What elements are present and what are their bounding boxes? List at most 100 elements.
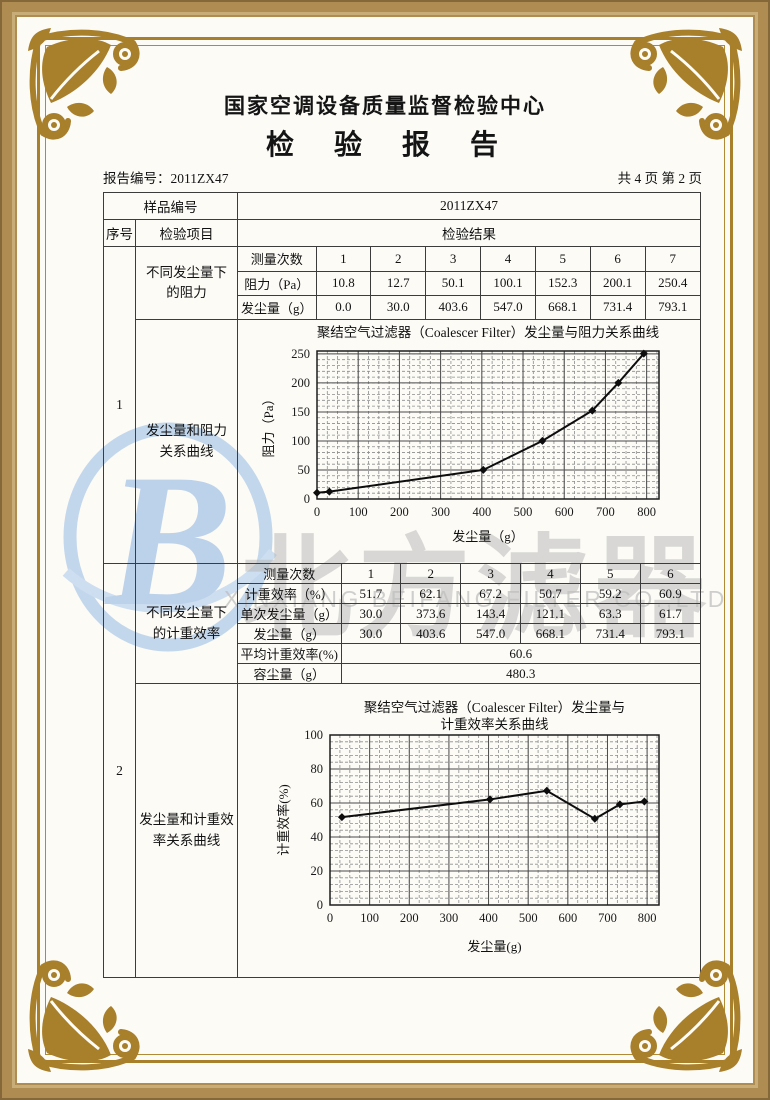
svg-text:发尘量（g）: 发尘量（g） [452, 529, 524, 544]
svg-text:0: 0 [327, 911, 333, 925]
section1-item-b-cell: 发尘量和阻力 关系曲线 [135, 319, 238, 564]
svg-text:100: 100 [291, 434, 310, 448]
table-row: 测量次数 1 2 3 4 5 6 7 [238, 247, 700, 271]
svg-text:400: 400 [472, 505, 491, 519]
cell: 668.1 [519, 623, 581, 644]
avg-efficiency-value: 60.6 [340, 643, 700, 664]
svg-text:40: 40 [311, 830, 324, 844]
svg-text:0: 0 [304, 492, 310, 506]
cell: 250.4 [644, 270, 700, 295]
table-row: 平均计重效率(%) 60.6 [238, 643, 700, 664]
cell: 668.1 [534, 294, 591, 319]
section1-chart-cell: 0 100 200 300 400 500 600 700 800 0 50 100 150 200 250… [237, 319, 701, 564]
section2-item-a-cell: 不同发尘量下 的计重效率 [135, 563, 238, 684]
svg-text:700: 700 [596, 505, 615, 519]
cell: 51.7 [340, 583, 401, 604]
sample-row: 样品编号 2011ZX47 [103, 192, 701, 220]
row-label: 发尘量（g） [238, 294, 316, 319]
cell: 547.0 [480, 294, 536, 319]
svg-text:800: 800 [637, 505, 656, 519]
svg-text:250: 250 [291, 347, 310, 361]
efficiency-chart: 0 100 200 300 400 500 600 700 800 0 20 40 60 80 100 聚结空… [239, 699, 700, 965]
svg-text:80: 80 [311, 762, 324, 776]
svg-text:100: 100 [349, 505, 368, 519]
column-header-row: 序号 检验项目 检验结果 [103, 219, 701, 247]
cell: 2 [400, 564, 461, 584]
section2-data-row: 2 不同发尘量下 的计重效率 测量次数 1 2 3 4 5 6 [103, 563, 701, 978]
row-label: 平均计重效率(%) [238, 643, 341, 664]
svg-text:800: 800 [638, 911, 657, 925]
cell: 61.7 [639, 603, 700, 624]
svg-text:50: 50 [298, 463, 311, 477]
cell: 6 [589, 247, 646, 271]
table-row: 测量次数 1 2 3 4 5 6 [238, 564, 700, 584]
cell: 547.0 [460, 623, 521, 644]
cell: 10.8 [315, 270, 371, 295]
inspection-table: 样品编号 2011ZX47 序号 检验项目 检验结果 1 不同发尘量下 的阻力 … [103, 192, 701, 978]
cell: 6 [639, 564, 700, 584]
cell: 403.6 [400, 623, 461, 644]
page-indicator: 共 4 页 第 2 页 [617, 171, 702, 186]
row-label: 测量次数 [250, 252, 303, 268]
cell: 30.0 [340, 603, 401, 624]
svg-text:计重效率关系曲线: 计重效率关系曲线 [441, 716, 549, 732]
section1-seq-cell: 1 [103, 246, 136, 564]
svg-text:聚结空气过滤器（Coalescer Filter）发尘量与阻: 聚结空气过滤器（Coalescer Filter）发尘量与阻力关系曲线 [317, 325, 659, 340]
resistance-table: 测量次数 1 2 3 4 5 6 7 阻力（Pa） 10.8 12. [238, 247, 700, 319]
cell: 373.6 [400, 603, 461, 624]
cell: 200.1 [589, 270, 646, 295]
cell: 30.0 [370, 294, 426, 319]
section1-result-cell: 测量次数 1 2 3 4 5 6 7 阻力（Pa） 10.8 12. [237, 246, 701, 320]
section1-item-a-cell: 不同发尘量下 的阻力 [135, 246, 238, 320]
cell: 0.0 [315, 294, 371, 319]
sample-value-cell: 2011ZX47 [237, 192, 701, 220]
report-number: 报告编号：2011ZX47 [103, 171, 229, 186]
resistance-curve-svg: 0 100 200 300 400 500 600 700 800 0 50 100 150 200 250… [261, 325, 660, 544]
svg-text:100: 100 [304, 728, 323, 742]
row-label: 容尘量（g） [238, 663, 341, 683]
cell: 731.4 [579, 623, 641, 644]
cell: 67.2 [460, 583, 521, 604]
cell: 793.1 [639, 623, 700, 644]
svg-text:聚结空气过滤器（Coalescer Filter）发尘量与: 聚结空气过滤器（Coalescer Filter）发尘量与 [364, 700, 625, 715]
org-title: 国家空调设备质量监督检验中心 [224, 94, 546, 118]
cell: 59.2 [579, 583, 641, 604]
section2-item-b-cell: 发尘量和计重效 率关系曲线 [135, 683, 238, 978]
dust-capacity-value: 480.3 [340, 663, 700, 683]
table-row: 单次发尘量（g） 30.0 373.6 143.4 121.1 63.3 61.… [238, 603, 700, 624]
cell: 5 [579, 564, 641, 584]
svg-text:0: 0 [317, 898, 323, 912]
resistance-chart: 0 100 200 300 400 500 600 700 800 0 50 100 150 200 250… [239, 323, 700, 563]
svg-text:500: 500 [514, 505, 533, 519]
cell: 1 [315, 247, 371, 271]
svg-text:600: 600 [558, 911, 577, 925]
report-meta-row: 报告编号：2011ZX47 共 4 页 第 2 页 [103, 167, 702, 187]
svg-text:计重效率(%): 计重效率(%) [276, 784, 291, 856]
report-title: 检 验 报 告 [265, 130, 504, 161]
section1-chart-row: 发尘量和阻力 关系曲线 0 100 200 300 400 500 600 700 800 0 50… [104, 319, 701, 564]
cell: 143.4 [460, 603, 521, 624]
cell: 3 [460, 564, 521, 584]
svg-text:200: 200 [400, 911, 419, 925]
table-row: 阻力（Pa） 10.8 12.7 50.1 100.1 152.3 200.1 … [238, 270, 700, 295]
svg-text:700: 700 [598, 911, 617, 925]
cell: 793.1 [644, 294, 700, 319]
svg-text:300: 300 [440, 911, 459, 925]
efficiency-curve-svg: 0 100 200 300 400 500 600 700 800 0 20 40 60 80 100 聚结空… [276, 700, 660, 954]
section2-seq-cell: 2 [103, 563, 136, 978]
row-label: 单次发尘量（g） [238, 603, 341, 624]
cell: 152.3 [534, 270, 591, 295]
svg-text:300: 300 [431, 505, 450, 519]
result-header-cell: 检验结果 [237, 219, 701, 247]
svg-text:400: 400 [479, 911, 498, 925]
section2-chart-cell: 0 100 200 300 400 500 600 700 800 0 20 40 60 80 100 聚结空… [237, 683, 701, 978]
item-header-cell: 检验项目 [135, 219, 238, 247]
cell: 3 [425, 247, 481, 271]
svg-text:600: 600 [555, 505, 574, 519]
cell: 1 [340, 564, 401, 584]
cell: 4 [480, 247, 536, 271]
cell: 63.3 [579, 603, 641, 624]
svg-text:0: 0 [314, 505, 320, 519]
svg-text:20: 20 [311, 864, 324, 878]
section2-chart-row: 发尘量和计重效 率关系曲线 0 100 200 300 400 500 600 700 800 0… [104, 683, 701, 978]
